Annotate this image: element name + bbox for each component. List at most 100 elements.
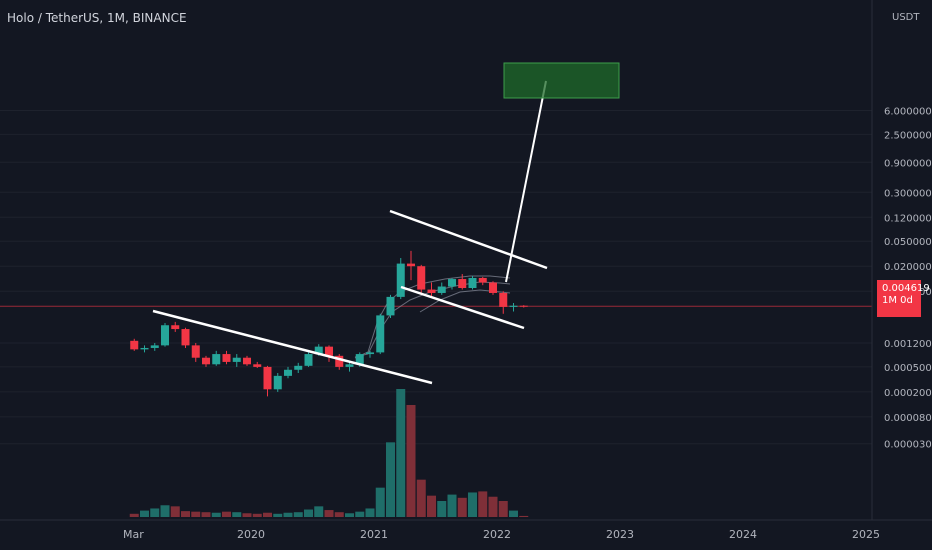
candle-body (243, 357, 251, 365)
chart-title: Holo / TetherUS, 1M, BINANCE (7, 11, 187, 25)
candle-body (437, 286, 446, 293)
candle-body (202, 357, 210, 365)
x-tick-label: 2023 (606, 528, 634, 541)
candle-body (335, 355, 344, 367)
volume-bar (324, 510, 334, 517)
volume-bar (283, 512, 293, 517)
volume-bar (201, 512, 211, 517)
volume-bar (150, 508, 160, 517)
candle-body (212, 354, 221, 365)
candle-body (448, 279, 456, 287)
volume-bar (375, 487, 385, 517)
volume-bar (519, 515, 529, 517)
y-tick-label: 0.000200 (884, 388, 932, 399)
volume-bar (232, 512, 242, 517)
volume-bar (314, 506, 324, 517)
volume-bar (191, 511, 201, 517)
candle-body (284, 369, 292, 376)
candle-body (232, 357, 241, 362)
candle-body (366, 352, 374, 355)
y-tick-label: 0.300000 (884, 188, 932, 199)
x-tick-label: 2020 (237, 528, 265, 541)
candle-body (130, 340, 139, 350)
candle-body (489, 282, 497, 293)
trendline-lower-wedge (152, 309, 433, 385)
volume-bar (509, 510, 518, 517)
candle-body (222, 354, 231, 362)
volume-bar (498, 501, 508, 517)
x-tick-label: 2021 (360, 528, 388, 541)
y-tick-label: 2.500000 (884, 130, 932, 141)
candle-body (509, 305, 518, 307)
candle-body (273, 375, 282, 390)
candle-body (304, 354, 313, 366)
candle-body (478, 277, 487, 283)
moving-average-line (354, 275, 511, 359)
volume-bar (334, 512, 344, 517)
y-tick-label: 0.000500 (884, 363, 932, 374)
candle-body (499, 292, 508, 307)
x-tick-label: 2022 (483, 528, 511, 541)
y-tick-label: 0.020000 (884, 262, 932, 273)
y-tick-label: 0.900000 (884, 158, 932, 169)
candle-body (396, 263, 405, 297)
candle-body (294, 365, 303, 370)
candle-body (161, 325, 169, 346)
volume-bar (416, 479, 426, 517)
currency-label: USDT (892, 12, 920, 23)
volume-bar (263, 512, 272, 517)
volume-bar (181, 511, 190, 517)
current-price-interval: 1M 0d (882, 295, 913, 306)
volume-bar (242, 513, 252, 517)
candle-body (345, 364, 354, 367)
volume-bar (129, 513, 139, 517)
volume-bar (345, 513, 354, 517)
y-tick-label: 0.050000 (884, 237, 932, 248)
volume-bar (252, 513, 262, 517)
candle-body (171, 325, 180, 330)
volume-bar (211, 512, 221, 517)
candle-body (376, 315, 385, 353)
candle-body (417, 266, 426, 290)
candle-body (519, 305, 528, 307)
y-tick-label: 6.000000 (884, 107, 932, 118)
volume-bar (468, 492, 477, 517)
candle-body (468, 277, 477, 289)
volume-bar (396, 389, 406, 517)
volume-bar (222, 511, 231, 517)
candle-body (191, 345, 200, 358)
volume-bar (427, 495, 436, 517)
candle-body (325, 346, 333, 356)
volume-bar (170, 506, 180, 517)
volume-bar (160, 505, 170, 517)
trendline-channel-top (389, 209, 548, 270)
candle-body (181, 329, 190, 346)
moving-average-line (419, 289, 511, 313)
y-tick-label: 0.120000 (884, 213, 932, 224)
candle-body (253, 364, 262, 367)
y-tick-label: 0.001200 (884, 339, 932, 350)
x-tick-label: 2024 (729, 528, 757, 541)
y-tick-label: 0.000030 (884, 440, 932, 451)
volume-bar (293, 512, 303, 517)
volume-bar (437, 501, 447, 517)
moving-average-line (354, 281, 511, 358)
volume-bar (406, 405, 416, 517)
candle-body (263, 366, 272, 390)
candle-body (355, 354, 364, 365)
x-tick-label: 2025 (852, 528, 880, 541)
x-tick-label: Mar (123, 528, 144, 541)
current-price-value: 0.004619 (882, 283, 930, 294)
candle-body (386, 296, 395, 316)
volume-bar (447, 494, 457, 517)
candle-body (427, 289, 436, 293)
candle-body (407, 263, 415, 267)
volume-bar (140, 510, 149, 517)
y-tick-label: 0.000080 (884, 413, 932, 424)
volume-bar (386, 442, 395, 517)
projection-line (505, 80, 547, 283)
volume-bar (478, 491, 488, 517)
candle-body (458, 279, 467, 289)
volume-bar (304, 509, 313, 517)
